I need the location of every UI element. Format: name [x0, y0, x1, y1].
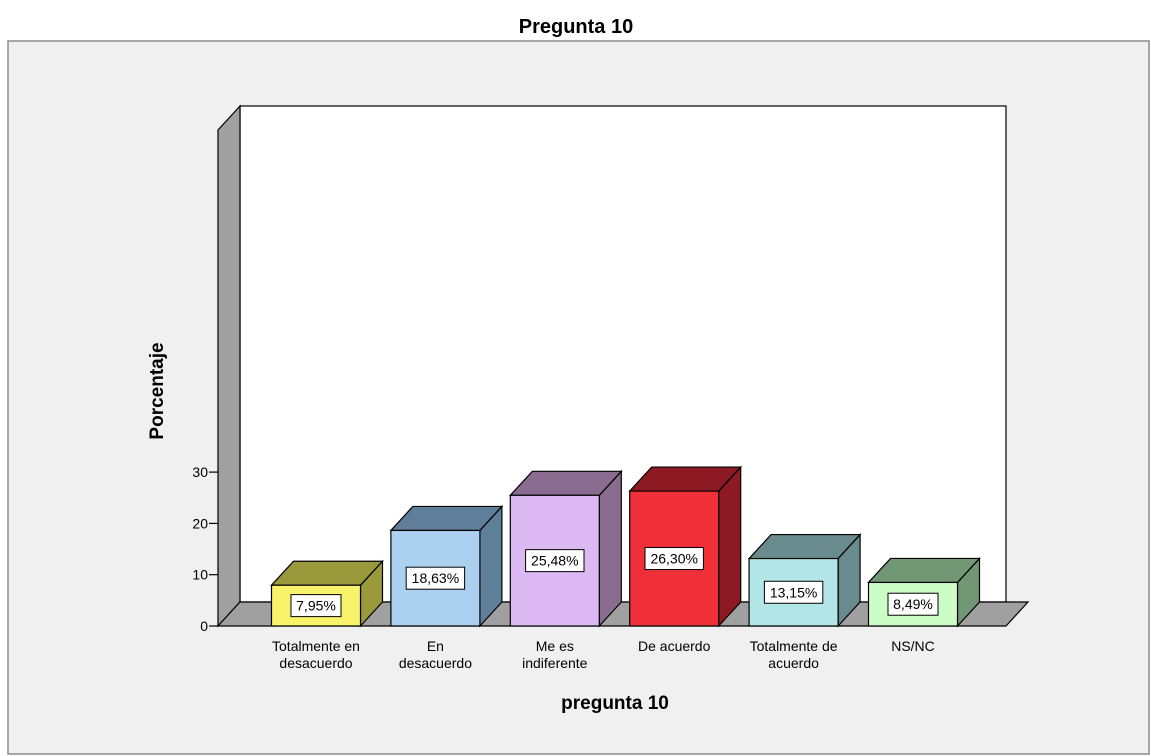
bar: 7,95%: [270, 559, 384, 628]
chart-title: Pregunta 10: [519, 16, 633, 38]
data-label-box: [644, 547, 704, 571]
x-tick-label: Totalmente de: [750, 638, 838, 654]
y-tick-label: 10: [192, 567, 208, 583]
x-tick-label: En: [427, 638, 444, 654]
data-label: 8,49%: [893, 596, 933, 612]
bar: 18,63%: [389, 504, 504, 628]
y-tick-label: 0: [200, 618, 208, 634]
bar: 13,15%: [747, 532, 862, 628]
bar: 25,48%: [508, 469, 623, 628]
x-tick-label: De acuerdo: [638, 638, 711, 654]
data-label-box: [290, 594, 342, 618]
bar-side: [598, 469, 622, 628]
y-tick-label: 30: [192, 464, 208, 480]
bar: 8,49%: [867, 556, 981, 628]
x-tick-label: desacuerdo: [279, 655, 352, 671]
data-label-box: [763, 580, 824, 604]
plot-side-wall: [217, 104, 241, 628]
data-label-box: [887, 592, 939, 616]
x-tick-label: Me es: [536, 638, 574, 654]
data-label: 26,30%: [650, 551, 697, 567]
x-tick-label: indiferente: [522, 655, 588, 671]
plot-back-wall: [239, 105, 1007, 603]
data-label-box: [525, 549, 585, 573]
data-label: 18,63%: [412, 570, 459, 586]
data-label: 25,48%: [531, 553, 578, 569]
bar: 26,30%: [628, 465, 743, 628]
data-label: 7,95%: [296, 598, 336, 614]
x-axis-label: pregunta 10: [561, 693, 669, 714]
y-axis-label: Porcentaje: [147, 342, 168, 439]
x-tick-label: Totalmente en: [272, 638, 360, 654]
data-label: 13,15%: [770, 584, 817, 600]
data-label-box: [405, 566, 466, 590]
x-tick-label: desacuerdo: [399, 655, 472, 671]
y-tick-label: 20: [192, 515, 208, 531]
bar-side: [718, 465, 742, 628]
x-tick-label: NS/NC: [891, 638, 935, 654]
x-tick-label: acuerdo: [768, 655, 819, 671]
